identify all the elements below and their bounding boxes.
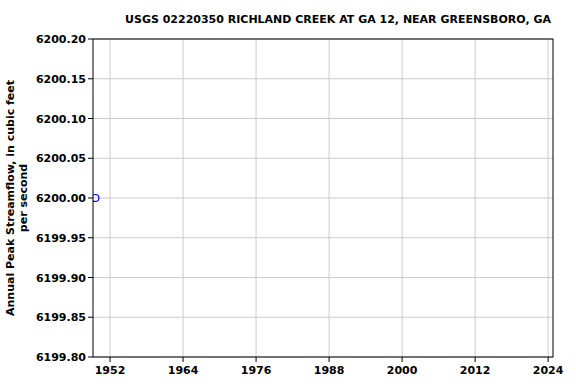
chart-container: 6199.80 6199.85 6199.90 6199.95 6200.00 6200.… bbox=[0, 0, 576, 384]
x-grid-line bbox=[548, 39, 549, 357]
x-tick-label: 1952 bbox=[95, 364, 126, 377]
y-tick bbox=[88, 39, 93, 40]
y-tick bbox=[88, 198, 93, 199]
x-tick bbox=[256, 357, 257, 362]
x-tick bbox=[548, 357, 549, 362]
y-grid-line bbox=[93, 158, 553, 159]
y-grid-line bbox=[93, 78, 553, 79]
y-tick-label: 6200.20 bbox=[36, 33, 86, 46]
x-tick-label: 2012 bbox=[460, 364, 491, 377]
title: USGS 02220350 RICHLAND CREEK AT GA 12, N… bbox=[125, 13, 551, 26]
x-tick bbox=[110, 357, 111, 362]
grid bbox=[88, 39, 553, 362]
plot-frame bbox=[93, 39, 553, 357]
background bbox=[0, 0, 576, 384]
y-grid-line bbox=[93, 118, 553, 119]
x-tick-label: 1964 bbox=[168, 364, 199, 377]
y-tick-label: 6200.05 bbox=[36, 152, 86, 165]
x-tick bbox=[475, 357, 476, 362]
x-grid-line bbox=[256, 39, 257, 357]
x-grid-line bbox=[183, 39, 184, 357]
y-tick-label: 6200.00 bbox=[36, 192, 86, 205]
x-tick-label: 1976 bbox=[241, 364, 272, 377]
y-tick-label: 6199.80 bbox=[36, 351, 86, 364]
y-tick bbox=[88, 118, 93, 119]
y-tick-label: 6200.10 bbox=[36, 113, 86, 126]
y-grid-line bbox=[93, 198, 553, 199]
y-grid-line bbox=[93, 237, 553, 238]
y-tick-label: 6199.90 bbox=[36, 272, 86, 285]
x-grid-line bbox=[402, 39, 403, 357]
x-tick-label: 1988 bbox=[314, 364, 345, 377]
y-tick bbox=[88, 78, 93, 79]
x-tick bbox=[183, 357, 184, 362]
y-tick-label: 6200.15 bbox=[36, 73, 86, 86]
x-grid-line bbox=[329, 39, 330, 357]
x-tick-label: 2000 bbox=[387, 364, 418, 377]
x-tick-label: 2024 bbox=[533, 364, 564, 377]
chart-svg: 6199.80 6199.85 6199.90 6199.95 6200.00 6200.… bbox=[0, 0, 576, 384]
y-axis-label: Annual Peak Streamflow, in cubic feet bbox=[4, 80, 17, 316]
data-points bbox=[93, 195, 99, 202]
y-tick bbox=[88, 317, 93, 318]
data-point bbox=[93, 195, 99, 202]
y-tick bbox=[88, 277, 93, 278]
y-tick bbox=[88, 158, 93, 159]
x-grid-line bbox=[110, 39, 111, 357]
x-tick bbox=[329, 357, 330, 362]
y-grid-line bbox=[93, 317, 553, 318]
x-tick bbox=[402, 357, 403, 362]
y-tick-label: 6199.95 bbox=[36, 232, 86, 245]
y-tick bbox=[88, 357, 93, 358]
y-tick-label: 6199.85 bbox=[36, 311, 86, 324]
y-tick bbox=[88, 237, 93, 238]
y-axis-label: per second bbox=[17, 164, 30, 232]
x-grid-line bbox=[475, 39, 476, 357]
y-grid-line bbox=[93, 277, 553, 278]
